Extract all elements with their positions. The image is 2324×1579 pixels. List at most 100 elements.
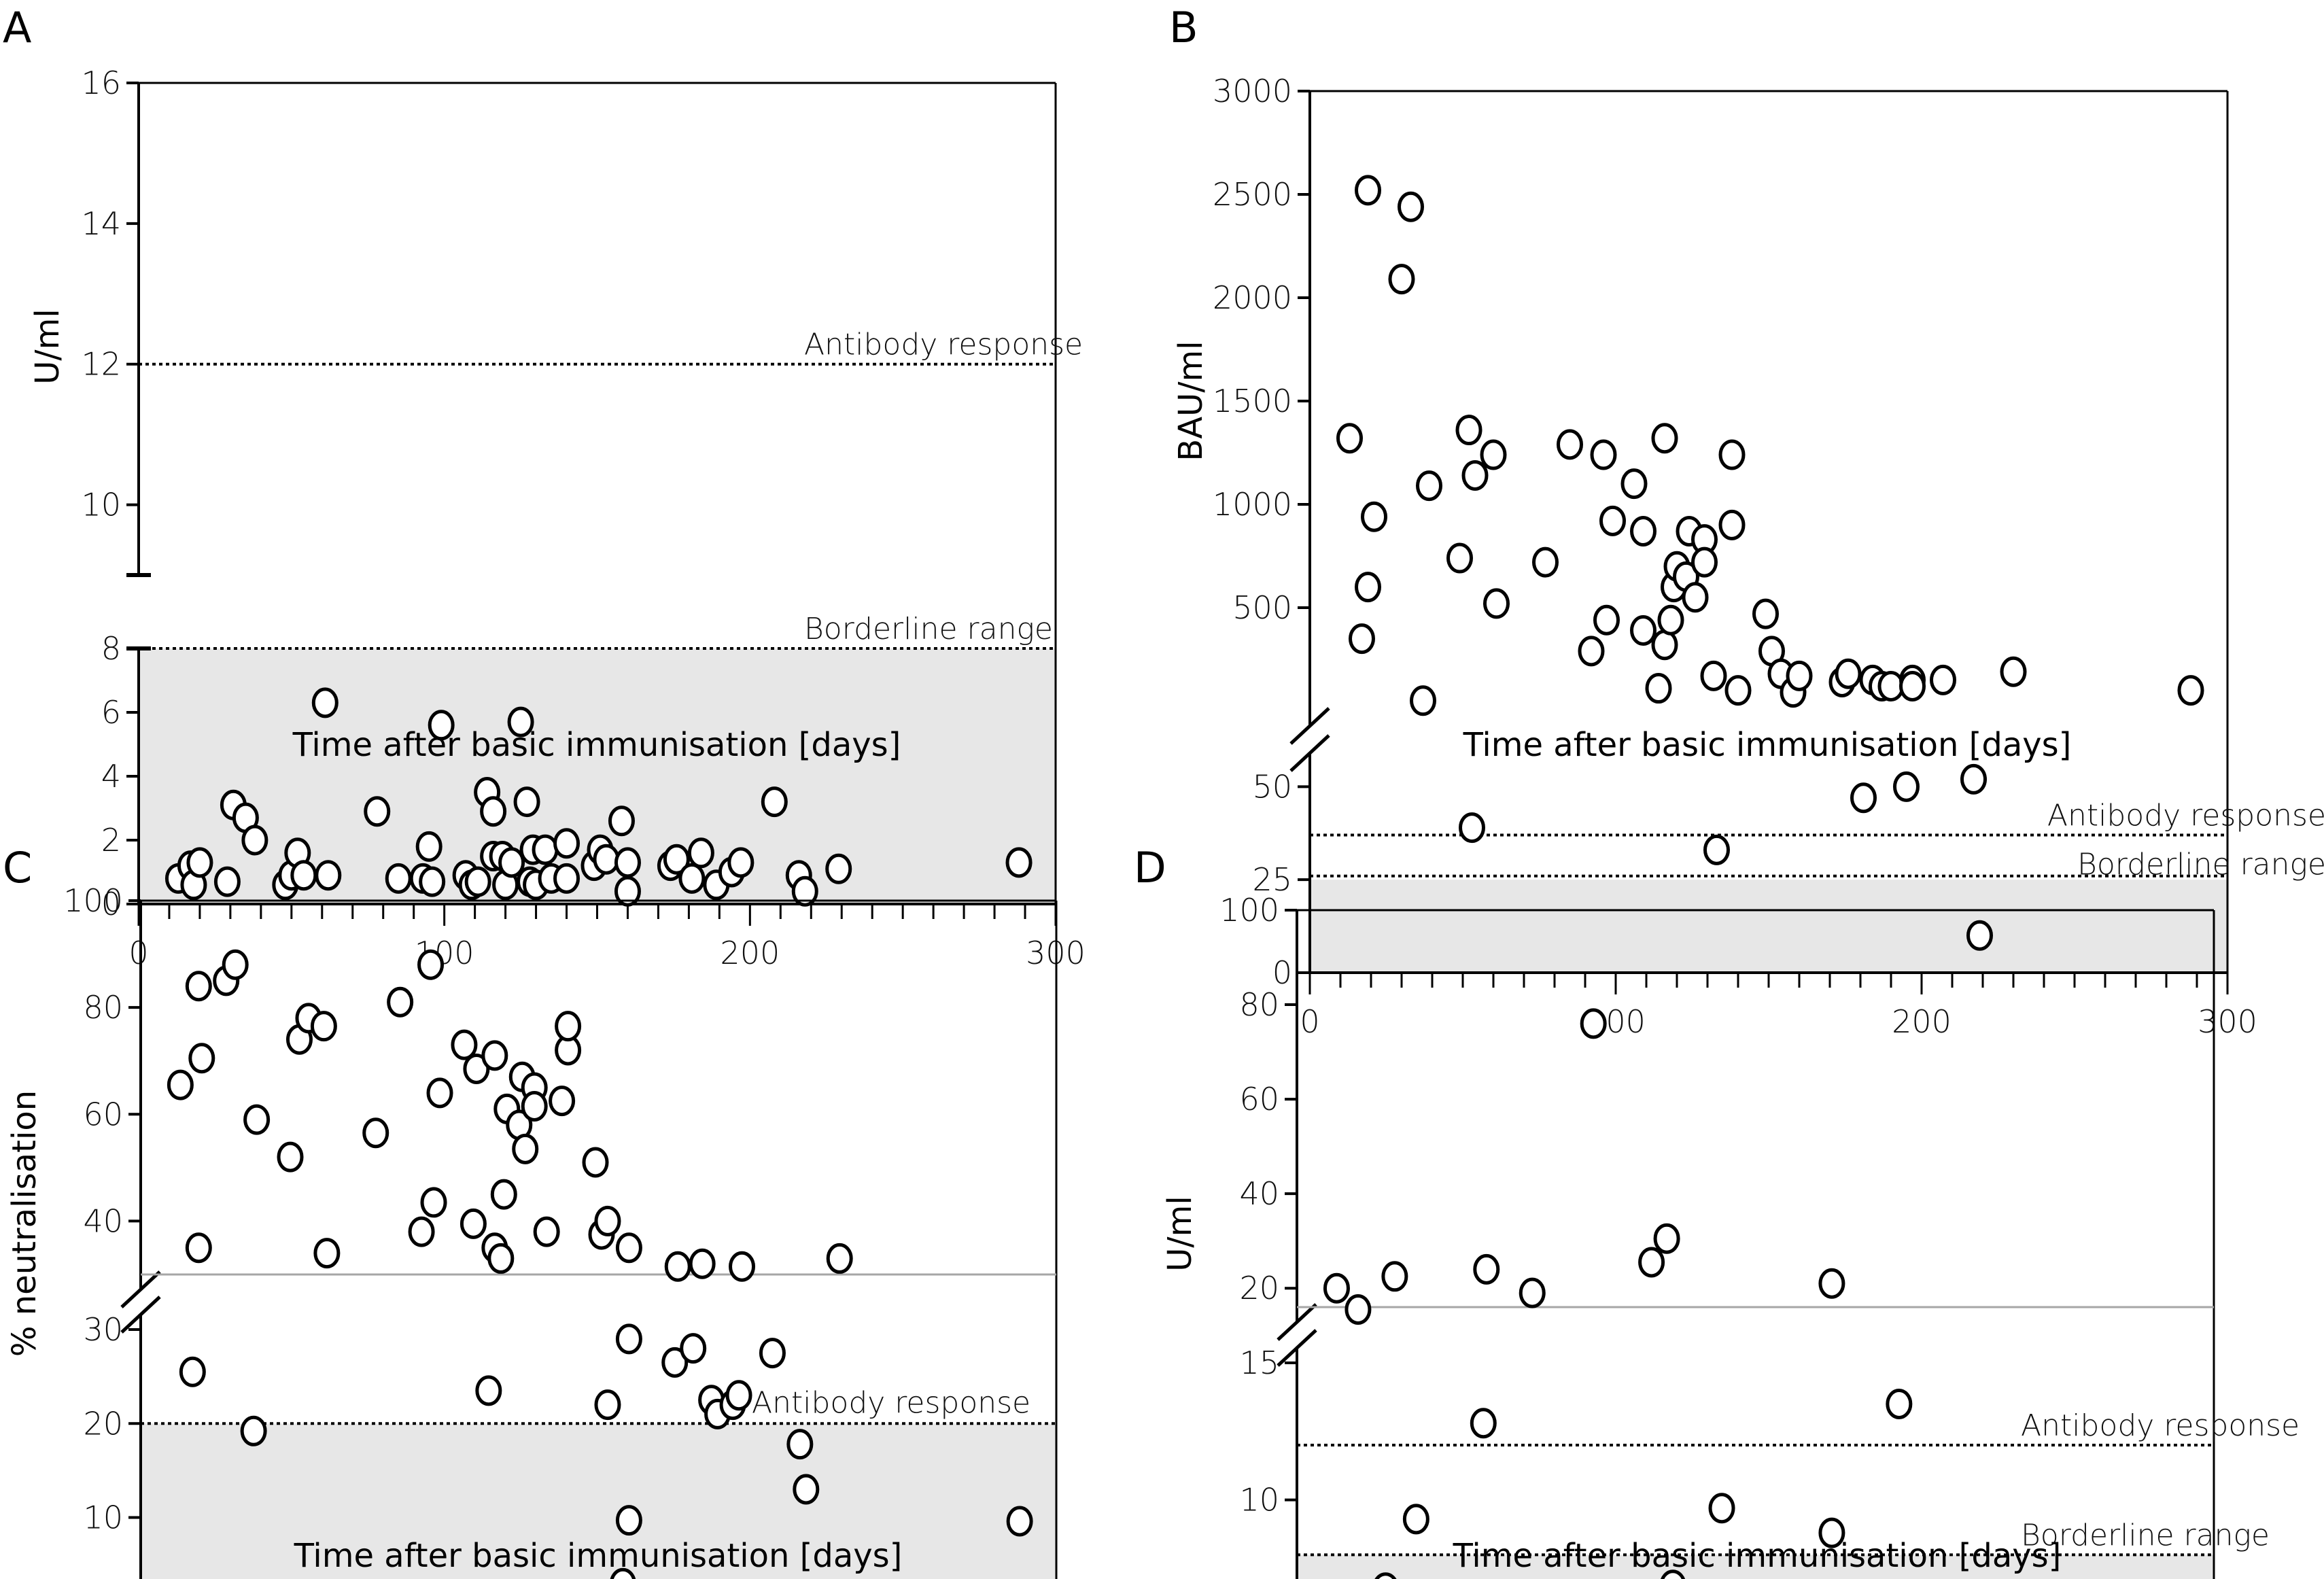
data-point	[1355, 175, 1381, 206]
data-point	[498, 847, 525, 878]
data-point	[786, 1429, 814, 1460]
data-point	[664, 1251, 691, 1282]
y-tick-label: 40	[1239, 1175, 1279, 1212]
data-point	[555, 1011, 582, 1042]
data-point	[185, 971, 212, 1002]
y-tick-label: 14	[81, 205, 121, 242]
data-point	[582, 1147, 609, 1178]
data-point	[313, 1238, 341, 1269]
y-tick-label: 100	[63, 882, 123, 919]
data-point	[593, 844, 620, 875]
data-point	[186, 847, 213, 878]
antibody-response-label: Antibody response	[752, 1385, 1030, 1420]
data-point	[1960, 763, 1987, 795]
data-point	[490, 1179, 517, 1210]
x-tick-label: 300	[2198, 1003, 2257, 1040]
panel-label-d: D	[1134, 843, 1166, 892]
data-point	[1006, 1506, 1033, 1537]
x-axis-title-a: Time after basic immunisation [days]	[292, 726, 901, 764]
data-point	[793, 1474, 820, 1505]
data-point	[1416, 470, 1442, 502]
data-point	[387, 986, 414, 1018]
data-point	[364, 796, 391, 827]
y-tick-label: 0	[1272, 954, 1292, 991]
data-point	[1651, 629, 1678, 661]
y-tick-label: 50	[1252, 768, 1292, 805]
y-axis-title-a: U/ml	[29, 309, 67, 384]
data-point	[415, 831, 443, 862]
data-point	[594, 1205, 621, 1236]
data-point	[1590, 439, 1617, 470]
data-point	[1661, 1569, 1686, 1579]
data-point	[188, 1043, 215, 1074]
data-point	[1877, 671, 1905, 702]
data-point	[1519, 1277, 1546, 1308]
antibody-response-label: Antibody response	[804, 328, 1083, 362]
panel-label-a: A	[3, 3, 31, 52]
axis-break-mark	[1277, 1303, 1317, 1341]
borderline-range-label: Borderline range	[2077, 848, 2324, 882]
y-tick-label: 10	[83, 1499, 123, 1536]
y-tick-label: 8	[101, 630, 121, 667]
data-point	[826, 1243, 853, 1274]
panel-label-c: C	[3, 843, 32, 892]
data-point	[1398, 191, 1424, 222]
data-point	[385, 863, 412, 894]
data-point	[1703, 834, 1730, 865]
data-point	[290, 860, 317, 891]
x-tick-label: 200	[1892, 1003, 1952, 1040]
panel-b: 0 25 50 500 1000 1500 2000 2500 3000 0 100 200 300 An…	[1213, 73, 2324, 1040]
x-tick-label: 0	[1300, 1003, 1319, 1040]
data-point	[1724, 675, 1752, 706]
panel-label-b: B	[1169, 3, 1198, 52]
data-point	[507, 706, 534, 738]
axis-break-mark	[1277, 1329, 1317, 1367]
data-point	[532, 834, 559, 865]
data-point	[463, 1054, 490, 1084]
y-tick-label: 20	[83, 1405, 123, 1442]
data-point	[1653, 1223, 1680, 1254]
data-point	[825, 853, 852, 884]
data-point	[1557, 429, 1583, 460]
data-point	[1657, 604, 1684, 636]
data-point	[451, 1029, 478, 1060]
x-axis-title-c: Time after basic immunisation [days]	[294, 1537, 903, 1575]
borderline-range-label: Borderline range	[2021, 1518, 2270, 1552]
data-point	[1899, 671, 1926, 702]
data-point	[687, 837, 714, 869]
y-tick-label: 100	[1219, 892, 1279, 929]
data-point	[1580, 1008, 1607, 1039]
data-point	[1708, 1493, 1735, 1524]
shaded-region	[1297, 1555, 2214, 1579]
data-point	[310, 1011, 337, 1042]
y-tick-label: 80	[83, 989, 123, 1026]
y-tick-label: 40	[83, 1202, 123, 1239]
data-point	[1691, 546, 1718, 578]
y-tick-label: 20	[1239, 1270, 1279, 1306]
data-point	[1410, 685, 1436, 716]
data-point	[615, 1232, 642, 1264]
y-tick-label: 2500	[1213, 176, 1292, 213]
data-point	[277, 1141, 304, 1173]
y-tick-label: 1500	[1213, 383, 1292, 419]
data-point	[1459, 812, 1485, 844]
data-point	[1886, 1389, 1913, 1419]
axis-break-mark	[1289, 707, 1330, 745]
data-point	[1470, 1408, 1497, 1439]
data-point	[362, 1117, 389, 1149]
data-point	[1480, 439, 1507, 470]
data-point	[487, 1243, 515, 1274]
data-point	[1381, 1261, 1408, 1292]
data-point	[1786, 660, 1813, 691]
data-point	[615, 1323, 642, 1355]
data-point	[1638, 1247, 1665, 1278]
data-point	[678, 863, 706, 894]
shaded-region	[141, 1423, 1056, 1579]
data-point	[1620, 468, 1648, 500]
data-point	[311, 687, 339, 718]
data-point	[213, 866, 241, 897]
data-point	[315, 860, 342, 891]
data-point	[1593, 604, 1620, 636]
axis-break-mark	[120, 1270, 161, 1308]
